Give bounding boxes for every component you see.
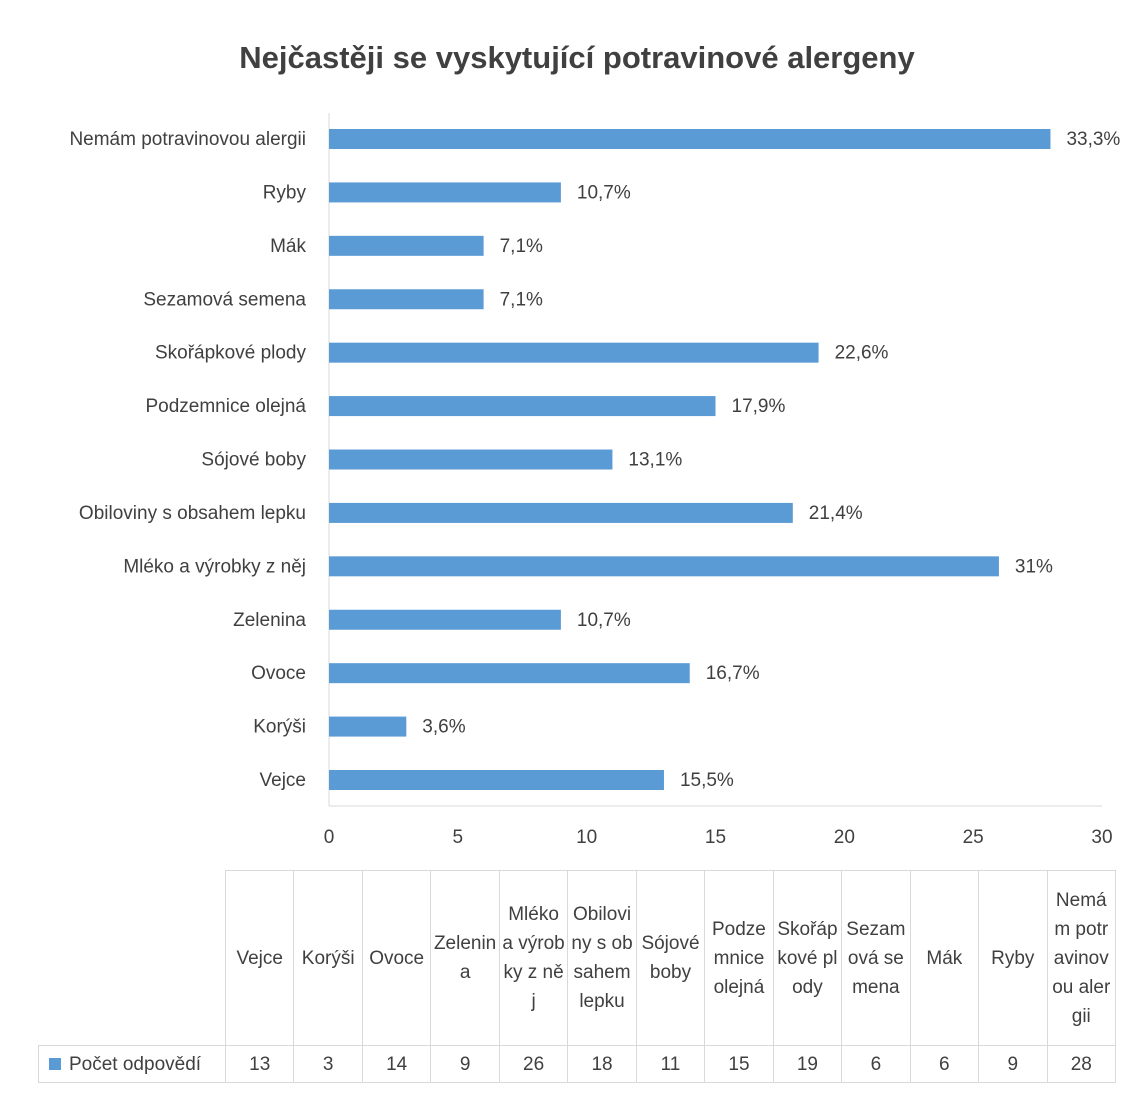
- y-tick-label: Obiloviny s obsahem lepku: [79, 503, 306, 524]
- table-value: 19: [772, 1045, 843, 1083]
- data-label: 17,9%: [732, 396, 786, 417]
- bar: [329, 663, 690, 684]
- bar: [329, 396, 716, 417]
- x-tick-label: 20: [834, 827, 855, 848]
- table-header: Ryby: [978, 870, 1048, 1046]
- table-value: 11: [635, 1045, 706, 1083]
- table-value: 9: [978, 1045, 1048, 1083]
- x-tick-label: 25: [963, 827, 984, 848]
- bar: [329, 609, 561, 630]
- table-value: 18: [567, 1045, 637, 1083]
- table-value: 9: [430, 1045, 500, 1083]
- data-label: 7,1%: [500, 236, 543, 257]
- x-tick-label: 10: [576, 827, 597, 848]
- table-header: Vejce: [225, 870, 295, 1046]
- data-label: 3,6%: [422, 717, 465, 738]
- data-label: 33,3%: [1066, 129, 1120, 150]
- table-header: Ovoce: [361, 870, 432, 1046]
- y-tick-label: Zelenina: [233, 610, 306, 631]
- table-value: 13: [225, 1045, 295, 1083]
- data-label: 22,6%: [835, 343, 889, 364]
- y-tick-label: Vejce: [260, 770, 306, 791]
- x-tick-label: 15: [705, 827, 726, 848]
- table-header: Sezamová semena: [841, 870, 911, 1046]
- y-tick-label: Ryby: [263, 182, 307, 203]
- legend-label: Počet odpovědí: [69, 1053, 202, 1075]
- legend-entry: Počet odpovědí: [38, 1045, 226, 1083]
- table-header: Mléko a výrobky z něj: [498, 870, 569, 1046]
- y-tick-label: Nemám potravinovou alergii: [69, 129, 306, 150]
- y-tick-label: Sójové boby: [201, 450, 306, 471]
- table-header: Nemám potravinovou alergii: [1046, 870, 1116, 1046]
- y-tick-label: Ovoce: [251, 663, 306, 684]
- table-header: Zelenina: [430, 870, 500, 1046]
- y-tick-label: Mák: [270, 236, 306, 257]
- table-value: 6: [841, 1045, 911, 1083]
- bar: [329, 289, 484, 310]
- table-value: 6: [909, 1045, 980, 1083]
- bar: [329, 556, 999, 577]
- bar: [329, 770, 664, 790]
- x-tick-label: 30: [1091, 827, 1112, 848]
- bar: [329, 182, 561, 203]
- y-tick-label: Sezamová semena: [143, 289, 306, 310]
- data-label: 21,4%: [809, 503, 863, 524]
- table-header: Podzemnice olejná: [704, 870, 774, 1046]
- bar: [329, 449, 613, 470]
- data-label: 31%: [1015, 556, 1053, 577]
- y-tick-label: Podzemnice olejná: [145, 396, 306, 417]
- table-value: 3: [293, 1045, 363, 1083]
- table-header: Korýši: [293, 870, 363, 1046]
- table-value: 26: [498, 1045, 569, 1083]
- bar: [329, 342, 819, 363]
- table-value: 15: [704, 1045, 774, 1083]
- bar: [329, 716, 407, 737]
- table-header: Skořápkové plody: [772, 870, 843, 1046]
- legend-key: [49, 1058, 61, 1070]
- table-header: Obiloviny s obsahem lepku: [567, 870, 637, 1046]
- table-header: Mák: [909, 870, 980, 1046]
- bar: [329, 129, 1051, 149]
- data-label: 10,7%: [577, 610, 631, 631]
- y-tick-label: Korýši: [253, 717, 306, 738]
- data-label: 13,1%: [628, 450, 682, 471]
- chart-title: Nejčastěji se vyskytující potravinové al…: [239, 40, 915, 75]
- x-tick-label: 0: [324, 827, 335, 848]
- data-label: 7,1%: [500, 289, 543, 310]
- table-value: 14: [361, 1045, 432, 1083]
- data-label: 16,7%: [706, 663, 760, 684]
- y-tick-label: Mléko a výrobky z něj: [123, 556, 306, 577]
- data-label: 10,7%: [577, 182, 631, 203]
- table-header: Sójové boby: [635, 870, 706, 1046]
- bar: [329, 502, 793, 523]
- y-tick-label: Skořápkové plody: [155, 343, 307, 364]
- data-label: 15,5%: [680, 770, 734, 791]
- bar: [329, 235, 484, 256]
- table-value: 28: [1046, 1045, 1116, 1083]
- x-tick-label: 5: [453, 827, 464, 848]
